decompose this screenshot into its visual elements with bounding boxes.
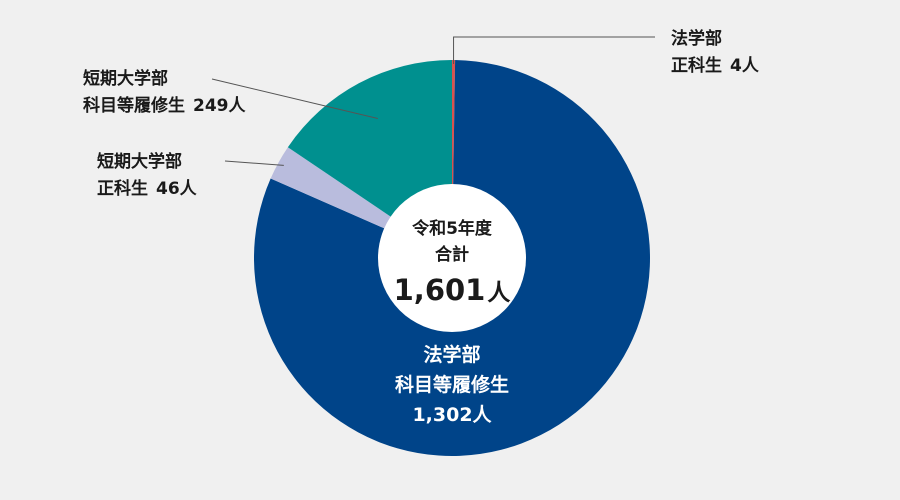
- slice-value-label: 46人: [156, 179, 198, 199]
- slice-label-line2: 正科生: [97, 178, 148, 199]
- center-total-number: 1,601: [394, 273, 486, 307]
- leader-line: [453, 36, 655, 65]
- center-total: 1,601人: [394, 273, 512, 307]
- leader-lines: [211, 36, 655, 166]
- slice-label-line2: 科目等履修生: [395, 373, 509, 396]
- center-label-line1: 令和5年度: [412, 218, 493, 239]
- slice-label-line2-value: 正科生 46人: [97, 178, 198, 199]
- slice-label-line1: 短期大学部: [83, 68, 168, 89]
- slice-label-line2-value: 正科生 4人: [671, 55, 760, 76]
- slice-value-label: 249人: [193, 96, 246, 116]
- slice-label-line1: 法学部: [423, 343, 480, 366]
- slice-label-line2: 科目等履修生: [83, 95, 185, 116]
- slice-label-line1: 短期大学部: [97, 151, 182, 172]
- slice-label-line2: 正科生: [671, 55, 722, 76]
- slice-value-label: 4人: [730, 56, 760, 76]
- slice-label-line2-value: 科目等履修生 249人: [83, 95, 246, 116]
- center-label-line2: 合計: [435, 244, 469, 265]
- slice-label-line1: 法学部: [671, 28, 722, 49]
- center-circle: [378, 184, 526, 332]
- leader-line: [224, 160, 284, 166]
- center-total-unit: 人: [487, 280, 511, 306]
- slice-value-label: 1,302人: [412, 404, 492, 426]
- leader-line: [211, 78, 378, 119]
